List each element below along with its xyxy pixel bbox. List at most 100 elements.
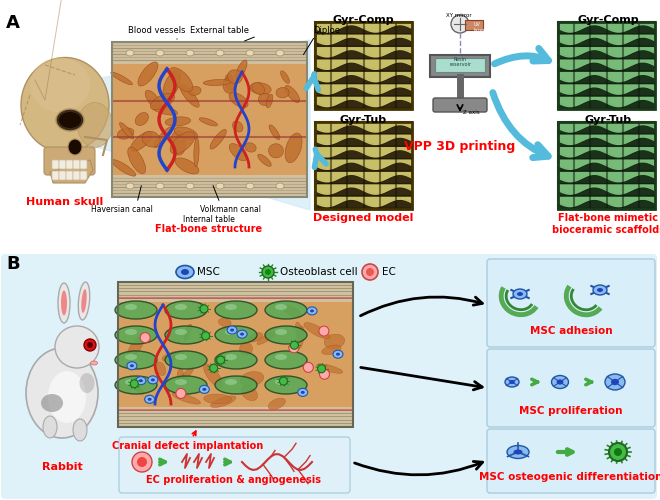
Ellipse shape <box>55 326 99 368</box>
Ellipse shape <box>269 125 280 140</box>
Ellipse shape <box>211 396 236 407</box>
FancyBboxPatch shape <box>73 171 80 180</box>
Circle shape <box>614 448 622 456</box>
Ellipse shape <box>216 50 224 56</box>
Ellipse shape <box>148 398 152 401</box>
Ellipse shape <box>505 377 519 387</box>
Ellipse shape <box>163 70 181 99</box>
Ellipse shape <box>269 144 283 158</box>
Ellipse shape <box>162 351 183 361</box>
Text: B: B <box>6 255 20 273</box>
Ellipse shape <box>175 158 199 174</box>
Ellipse shape <box>126 183 134 189</box>
Text: Internal table: Internal table <box>183 215 235 224</box>
Ellipse shape <box>229 92 248 108</box>
FancyBboxPatch shape <box>315 122 412 209</box>
Ellipse shape <box>126 50 134 56</box>
FancyBboxPatch shape <box>112 175 307 197</box>
Text: Resin
reservoir: Resin reservoir <box>449 56 471 68</box>
Ellipse shape <box>605 374 625 390</box>
Ellipse shape <box>203 80 231 86</box>
FancyBboxPatch shape <box>73 160 80 169</box>
Ellipse shape <box>175 354 187 360</box>
Ellipse shape <box>280 71 290 84</box>
Ellipse shape <box>156 183 164 189</box>
Ellipse shape <box>43 416 57 438</box>
Text: Z axis: Z axis <box>463 110 480 114</box>
Ellipse shape <box>136 376 146 384</box>
Ellipse shape <box>61 290 67 316</box>
FancyBboxPatch shape <box>118 282 353 302</box>
Ellipse shape <box>258 154 271 166</box>
Circle shape <box>289 343 299 353</box>
Ellipse shape <box>154 127 172 148</box>
Ellipse shape <box>115 326 157 344</box>
Ellipse shape <box>172 392 201 404</box>
FancyBboxPatch shape <box>1 254 657 499</box>
Ellipse shape <box>307 307 317 315</box>
Ellipse shape <box>240 372 264 386</box>
Ellipse shape <box>115 351 157 369</box>
Ellipse shape <box>156 50 164 56</box>
Ellipse shape <box>324 334 345 348</box>
Circle shape <box>262 266 274 278</box>
Ellipse shape <box>225 74 234 90</box>
Circle shape <box>265 269 271 275</box>
Ellipse shape <box>246 183 254 189</box>
Ellipse shape <box>246 50 254 56</box>
Ellipse shape <box>250 82 271 94</box>
Circle shape <box>279 377 288 385</box>
FancyBboxPatch shape <box>44 147 95 175</box>
Ellipse shape <box>276 50 284 56</box>
Ellipse shape <box>215 376 257 394</box>
Circle shape <box>210 364 218 372</box>
Ellipse shape <box>218 318 231 326</box>
FancyBboxPatch shape <box>59 171 66 180</box>
Text: Designed model: Designed model <box>313 213 413 223</box>
Text: MSC proliferation: MSC proliferation <box>519 406 623 416</box>
Text: Blood vessels: Blood vessels <box>128 26 185 35</box>
Ellipse shape <box>556 380 564 384</box>
Ellipse shape <box>81 289 86 313</box>
Circle shape <box>362 264 378 280</box>
Ellipse shape <box>513 289 527 299</box>
Text: VPP 3D printing: VPP 3D printing <box>405 140 515 153</box>
Circle shape <box>140 332 150 342</box>
Ellipse shape <box>265 376 307 394</box>
Ellipse shape <box>257 331 277 344</box>
Ellipse shape <box>179 368 193 382</box>
Ellipse shape <box>174 127 197 140</box>
Ellipse shape <box>611 379 619 385</box>
Text: Gyr-Comp: Gyr-Comp <box>332 15 394 25</box>
FancyBboxPatch shape <box>59 160 66 169</box>
Ellipse shape <box>225 304 237 310</box>
Ellipse shape <box>138 62 158 86</box>
Ellipse shape <box>321 345 341 354</box>
FancyBboxPatch shape <box>52 171 59 180</box>
Ellipse shape <box>125 379 137 385</box>
Ellipse shape <box>285 86 300 102</box>
Ellipse shape <box>41 394 63 412</box>
Ellipse shape <box>336 352 340 356</box>
Ellipse shape <box>152 106 178 115</box>
Ellipse shape <box>151 378 155 382</box>
Text: MSC osteogenic differentiation: MSC osteogenic differentiation <box>479 472 660 482</box>
Circle shape <box>216 356 224 364</box>
Ellipse shape <box>333 350 343 358</box>
Ellipse shape <box>276 88 289 98</box>
Text: Rabbit: Rabbit <box>42 462 82 472</box>
Ellipse shape <box>21 58 109 152</box>
FancyBboxPatch shape <box>52 160 59 169</box>
Ellipse shape <box>513 450 523 454</box>
Ellipse shape <box>77 102 112 148</box>
Ellipse shape <box>170 68 193 92</box>
Ellipse shape <box>171 131 185 155</box>
Circle shape <box>319 369 329 379</box>
Ellipse shape <box>240 342 253 355</box>
Ellipse shape <box>265 301 307 319</box>
Ellipse shape <box>265 351 307 369</box>
Ellipse shape <box>215 301 257 319</box>
Ellipse shape <box>79 373 94 393</box>
Polygon shape <box>50 160 93 183</box>
Ellipse shape <box>228 70 242 84</box>
